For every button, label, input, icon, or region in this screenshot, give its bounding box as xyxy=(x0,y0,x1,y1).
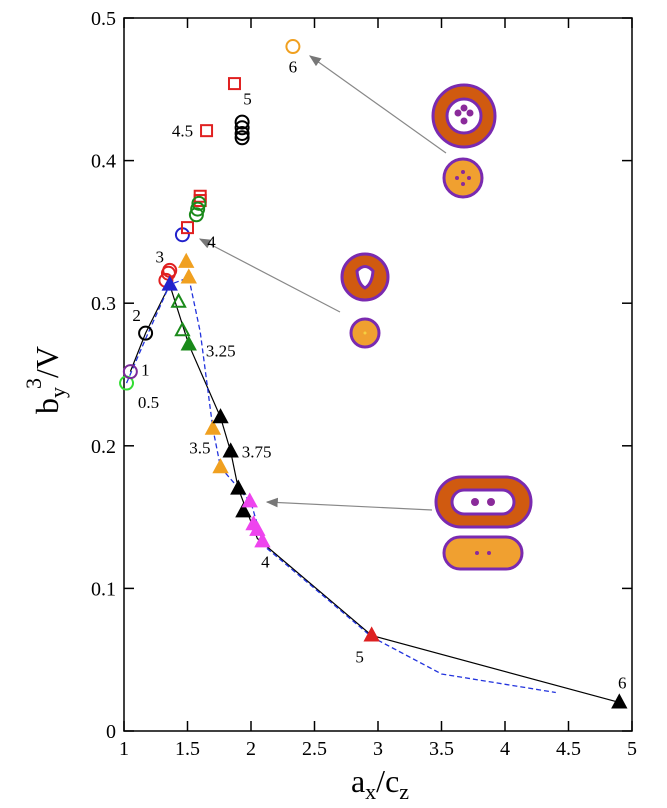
inset-dot xyxy=(487,498,495,506)
point xyxy=(178,252,195,268)
point-label: 4.5 xyxy=(172,122,193,141)
point-label: 5 xyxy=(243,90,252,109)
point xyxy=(181,221,194,235)
inset-dots xyxy=(363,104,495,555)
x-tick-label: 5 xyxy=(627,738,637,760)
inset-dot xyxy=(466,109,474,117)
point xyxy=(180,268,197,284)
point xyxy=(204,419,222,435)
y-tick-label: 0.3 xyxy=(91,293,116,315)
arrow xyxy=(309,55,447,154)
point xyxy=(363,626,380,642)
x-axis-label: ax/cz xyxy=(351,763,409,804)
inset-dot xyxy=(475,551,479,555)
arrow xyxy=(198,238,341,313)
point xyxy=(161,275,178,291)
arrows xyxy=(198,55,447,511)
point xyxy=(122,364,138,380)
point xyxy=(234,130,250,146)
point-label: 0.5 xyxy=(138,393,159,412)
x-tick-label: 3 xyxy=(373,738,383,760)
point-label: 3.25 xyxy=(206,342,236,361)
x-tick-label: 2 xyxy=(246,738,256,760)
point xyxy=(212,408,229,424)
x-tick-label: 1 xyxy=(119,738,129,760)
point xyxy=(191,195,207,211)
point xyxy=(222,442,239,458)
point-label: 2 xyxy=(132,306,141,325)
inset-dot xyxy=(454,109,462,117)
point-label: 3.5 xyxy=(189,439,210,458)
inset-dot xyxy=(460,117,468,125)
point xyxy=(170,292,187,308)
inset-dot xyxy=(460,104,468,112)
y-tick-label: 0.1 xyxy=(91,578,116,600)
point xyxy=(611,693,628,709)
point-label: 3 xyxy=(155,247,164,266)
point xyxy=(212,458,229,474)
point xyxy=(234,126,250,142)
inset-shape xyxy=(445,97,483,135)
y-axis-label: by3/V xyxy=(21,346,70,414)
point-label: 5 xyxy=(355,647,364,666)
point xyxy=(235,502,252,518)
x-tick-label: 1.5 xyxy=(175,738,200,760)
point xyxy=(241,492,258,508)
point-label: 4 xyxy=(207,233,216,252)
y-tick-label: 0 xyxy=(106,721,116,743)
point xyxy=(180,335,197,351)
point xyxy=(138,325,154,341)
curve xyxy=(129,283,620,704)
point-label: 3.75 xyxy=(242,443,272,462)
inset-dot xyxy=(455,176,459,180)
y-tick-label: 0.4 xyxy=(91,151,116,173)
point-label: 6 xyxy=(289,58,298,77)
point xyxy=(230,479,247,495)
point-label: 4 xyxy=(261,552,270,571)
y-tick-label: 0.5 xyxy=(91,8,116,30)
point xyxy=(193,189,207,203)
inset-dot xyxy=(487,551,491,555)
point xyxy=(190,201,206,217)
point xyxy=(285,39,301,55)
inset-dot xyxy=(461,182,465,186)
insets xyxy=(340,83,533,571)
x-tick-label: 2.5 xyxy=(302,738,327,760)
x-tick-label: 4 xyxy=(500,738,510,760)
inset-dot xyxy=(461,170,465,174)
x-tick-label: 3.5 xyxy=(429,738,454,760)
point xyxy=(234,114,250,130)
x-tick-label: 4.5 xyxy=(556,738,581,760)
inset-shape xyxy=(355,265,375,290)
inset-dot xyxy=(467,176,471,180)
point-label: 6 xyxy=(618,673,627,692)
point xyxy=(254,532,271,548)
point xyxy=(227,77,241,91)
inset-dot xyxy=(363,331,367,335)
point xyxy=(200,124,214,138)
point-label: 1 xyxy=(141,361,150,380)
inset-dot xyxy=(471,498,479,506)
point xyxy=(174,321,191,337)
inset-shape xyxy=(450,488,516,516)
point xyxy=(249,520,266,536)
inset-shape xyxy=(442,157,484,199)
point xyxy=(234,120,250,136)
arrow xyxy=(265,497,433,511)
inset-shape xyxy=(442,535,524,571)
y-tick-label: 0.2 xyxy=(91,436,116,458)
